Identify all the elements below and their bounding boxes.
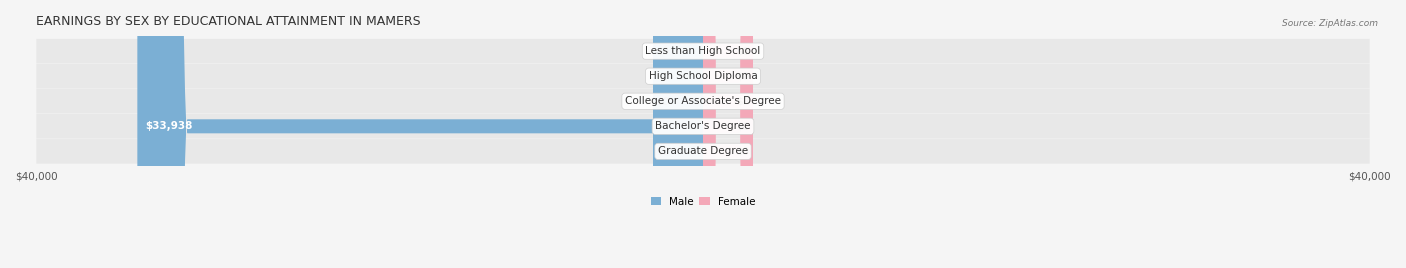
Text: EARNINGS BY SEX BY EDUCATIONAL ATTAINMENT IN MAMERS: EARNINGS BY SEX BY EDUCATIONAL ATTAINMEN…: [37, 15, 420, 28]
Text: $0: $0: [737, 46, 749, 56]
Text: Less than High School: Less than High School: [645, 46, 761, 56]
Text: $0: $0: [657, 96, 669, 106]
FancyBboxPatch shape: [703, 0, 754, 268]
FancyBboxPatch shape: [652, 0, 703, 268]
FancyBboxPatch shape: [37, 114, 1369, 139]
Text: College or Associate's Degree: College or Associate's Degree: [626, 96, 780, 106]
FancyBboxPatch shape: [703, 0, 754, 268]
Text: $0: $0: [737, 121, 749, 131]
FancyBboxPatch shape: [37, 139, 1369, 164]
Text: Graduate Degree: Graduate Degree: [658, 146, 748, 156]
Text: $0: $0: [737, 71, 749, 81]
Text: High School Diploma: High School Diploma: [648, 71, 758, 81]
FancyBboxPatch shape: [652, 0, 703, 268]
Legend: Male, Female: Male, Female: [647, 192, 759, 211]
FancyBboxPatch shape: [703, 0, 754, 268]
Text: $33,938: $33,938: [146, 121, 193, 131]
FancyBboxPatch shape: [652, 0, 703, 268]
Text: Bachelor's Degree: Bachelor's Degree: [655, 121, 751, 131]
FancyBboxPatch shape: [37, 89, 1369, 114]
Text: $0: $0: [657, 146, 669, 156]
Text: $0: $0: [737, 146, 749, 156]
Text: $0: $0: [657, 71, 669, 81]
FancyBboxPatch shape: [652, 0, 703, 268]
FancyBboxPatch shape: [138, 0, 703, 268]
Text: $0: $0: [737, 96, 749, 106]
FancyBboxPatch shape: [703, 0, 754, 268]
FancyBboxPatch shape: [703, 0, 754, 268]
Text: Source: ZipAtlas.com: Source: ZipAtlas.com: [1282, 19, 1378, 28]
FancyBboxPatch shape: [37, 39, 1369, 64]
FancyBboxPatch shape: [37, 64, 1369, 88]
Text: $0: $0: [657, 46, 669, 56]
